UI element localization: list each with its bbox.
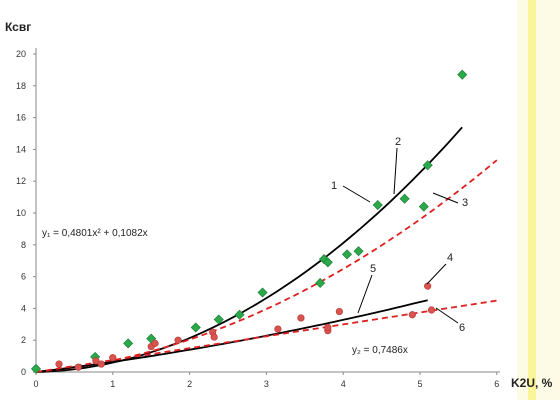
y-tick-label: 16	[16, 113, 26, 123]
trendline-1	[35, 126, 463, 373]
data-point-diamond	[422, 160, 433, 171]
y-tick-label: 14	[16, 144, 26, 154]
y-tick-label: 18	[16, 81, 26, 91]
y-axis-title: Ксвг	[5, 20, 31, 34]
equation-y2: y₂ = 0,7486x	[352, 345, 408, 356]
curve-label-5: 5	[370, 263, 376, 275]
data-point-diamond	[342, 249, 353, 260]
curve-label-leaders	[342, 147, 459, 324]
data-point-circle	[151, 339, 159, 347]
x-tick-label: 4	[341, 379, 346, 389]
x-tick-label: 1	[110, 379, 115, 389]
x-tick-label: 2	[187, 379, 192, 389]
curve-label-1: 1	[331, 180, 337, 192]
data-point-diamond	[257, 287, 268, 298]
data-point-diamond	[457, 69, 468, 80]
leader-2	[393, 147, 398, 195]
data-point-circle	[174, 336, 182, 344]
leader-5	[357, 274, 373, 314]
y-tick-label: 10	[16, 208, 26, 218]
data-point-circle	[97, 360, 105, 368]
x-tick-label: 5	[417, 379, 422, 389]
y-axis-ticks: 0 2 4 6 8 10 12 14 16 18 20	[16, 49, 36, 377]
data-point-diamond	[315, 277, 326, 288]
y-tick-label: 6	[21, 272, 26, 282]
yellow-edge-strip	[517, 0, 560, 400]
data-point-circle	[74, 363, 82, 371]
data-point-diamond	[418, 201, 429, 212]
data-point-diamond	[190, 322, 201, 333]
data-point-circle	[335, 307, 343, 316]
x-axis-ticks: 0 1 2 3 4 5 6	[33, 372, 499, 389]
data-point-circle	[297, 314, 305, 322]
data-point-circle	[427, 306, 436, 314]
data-point-circle	[274, 325, 282, 333]
data-point-diamond	[399, 193, 410, 204]
x-tick-label: 3	[264, 379, 269, 389]
equation-y1: y₁ = 0,4801x² + 0,1082x	[42, 228, 148, 239]
data-point-circle	[408, 311, 416, 319]
leader-4	[426, 263, 447, 285]
data-point-diamond	[353, 246, 364, 257]
y-tick-label: 4	[21, 303, 26, 313]
y-tick-label: 8	[21, 240, 26, 250]
leader-3	[432, 192, 459, 204]
x-axis-title: K2U, %	[511, 376, 553, 390]
yellow-edge-highlight	[528, 0, 536, 400]
data-point-circle	[324, 323, 332, 332]
data-point-diamond	[213, 314, 224, 325]
leader-1	[342, 185, 371, 203]
data-point-circle	[92, 357, 100, 365]
trendline-6	[35, 299, 497, 373]
leader-6	[435, 307, 459, 324]
data-point-diamond	[234, 309, 245, 320]
trendline-3	[35, 159, 498, 373]
x-tick-label: 0	[33, 379, 38, 389]
data-points	[30, 69, 468, 374]
y-tick-label: 2	[21, 335, 26, 345]
data-point-diamond	[30, 363, 42, 374]
curve-label-6: 6	[459, 322, 465, 334]
x-tick-label: 6	[494, 379, 499, 389]
curve-label-4: 4	[447, 252, 453, 264]
data-point-circle	[210, 333, 218, 341]
data-point-circle	[55, 360, 63, 368]
data-point-diamond	[372, 200, 383, 211]
y-tick-label: 0	[21, 367, 26, 377]
curve-label-3: 3	[462, 197, 468, 209]
data-point-circle	[109, 354, 117, 362]
y-tick-label: 20	[16, 49, 26, 59]
y-tick-label: 12	[16, 176, 26, 186]
data-point-diamond	[322, 257, 333, 268]
curve-label-2: 2	[395, 136, 401, 148]
data-point-diamond	[123, 338, 134, 349]
